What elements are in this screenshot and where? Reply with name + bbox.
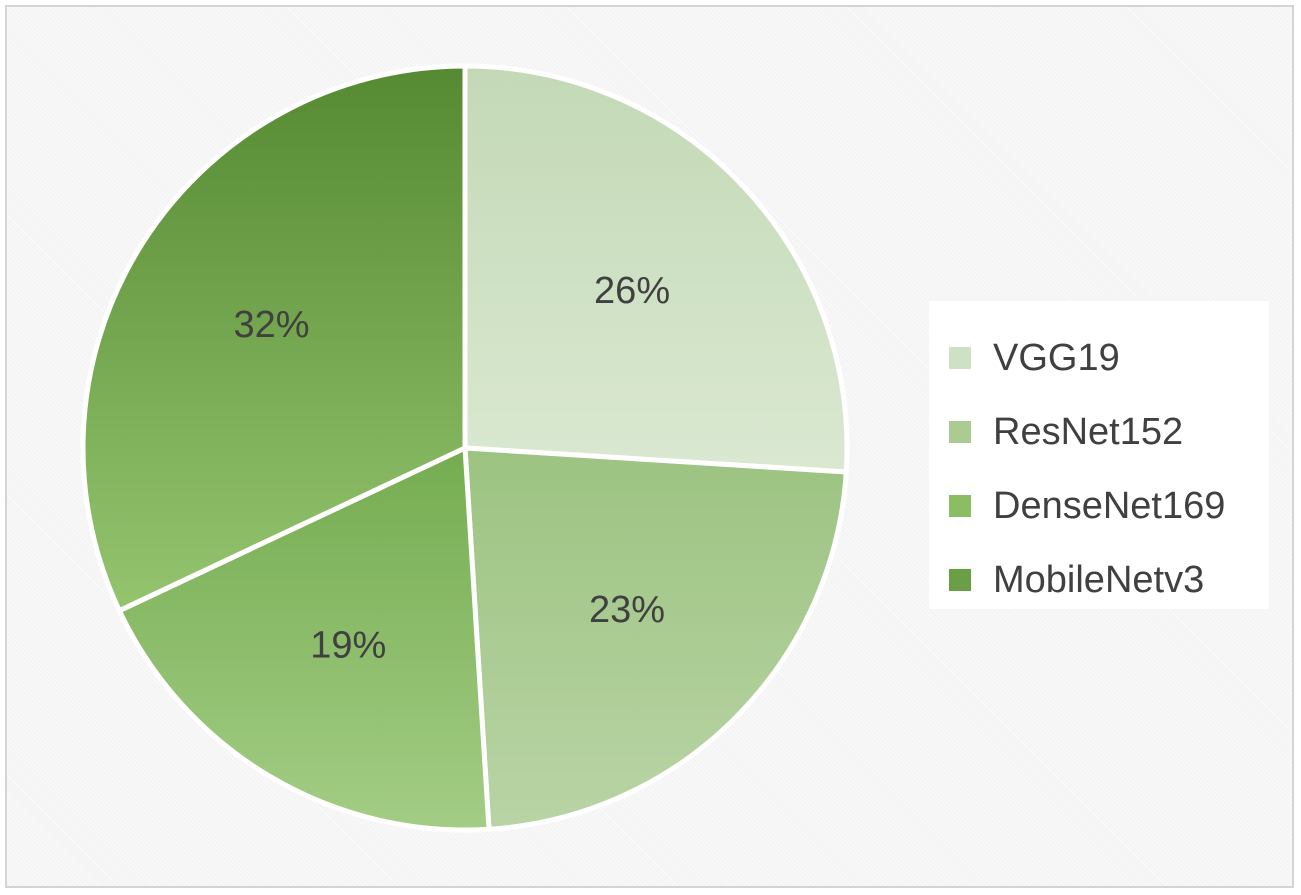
legend-label: ResNet152: [993, 410, 1184, 453]
pie-slice-vgg19: [462, 63, 850, 475]
legend-label: MobileNetv3: [993, 558, 1205, 601]
legend-label: DenseNet169: [993, 484, 1226, 527]
data-label-densenet169: 19%: [310, 624, 386, 666]
pie-chart: 26% 23% 19% 32%: [80, 63, 850, 833]
legend-item-densenet169: DenseNet169: [929, 469, 1269, 543]
data-label-mobilenetv3: 32%: [233, 304, 309, 346]
legend-label: VGG19: [993, 336, 1120, 379]
legend-item-vgg19: VGG19: [929, 321, 1269, 395]
legend-swatch: [949, 569, 971, 591]
legend-item-mobilenetv3: MobileNetv3: [929, 543, 1269, 617]
data-label-resnet152: 23%: [589, 589, 665, 631]
pie-slice-resnet152: [462, 445, 849, 832]
data-label-vgg19: 26%: [594, 270, 670, 312]
pie-data-labels: 26% 23% 19% 32%: [233, 270, 670, 666]
pie-slice-densenet169: [116, 445, 492, 833]
chart-frame: 26% 23% 19% 32% VGG19 ResNet152 DenseNet169…: [5, 5, 1294, 888]
legend-swatch: [949, 421, 971, 443]
pie-slices: [80, 63, 850, 833]
legend: VGG19 ResNet152 DenseNet169 MobileNetv3: [929, 301, 1269, 609]
legend-swatch: [949, 347, 971, 369]
legend-item-resnet152: ResNet152: [929, 395, 1269, 469]
pie-slice-mobilenetv3: [80, 63, 468, 614]
legend-swatch: [949, 495, 971, 517]
